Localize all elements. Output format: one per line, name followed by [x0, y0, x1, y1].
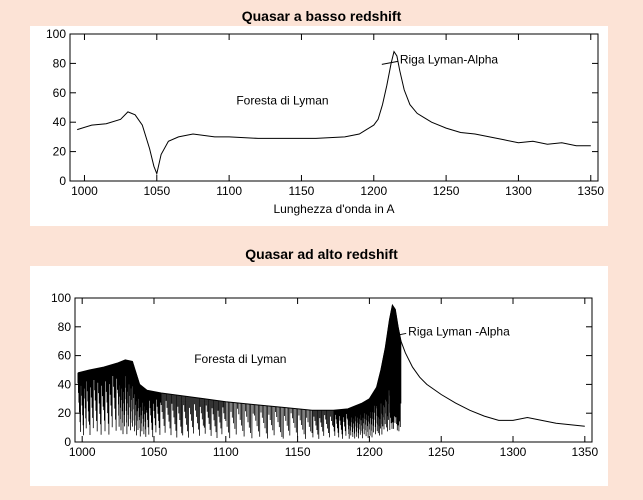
chart1-plot-frame	[69, 33, 599, 182]
chart1-ytick-label: 0	[59, 174, 66, 188]
chart1-annotation-1: Riga Lyman-Alpha	[400, 52, 499, 66]
chart2-annotation-pointer	[390, 332, 407, 337]
chart1-xtick-label: 1200	[360, 184, 387, 198]
chart1-svg: 1000 1050 1100 1150 1200 1250 1300 1350 0 20 40 60 8…	[46, 27, 604, 216]
chart2-xtick-label: 1100	[213, 445, 239, 459]
chart1-annotation-2: Foresta di Lyman	[236, 94, 328, 108]
chart2-absorption-lines	[77, 305, 402, 439]
chart2-annotation-1: Riga Lyman -Alpha	[408, 324, 510, 338]
chart2-panel: 1000 1050 1100 1150 1200 1250 1300 1350 0 20 40 60 8…	[30, 266, 608, 486]
chart1-xtick-label: 1000	[71, 184, 98, 198]
chart1-annotation-pointer	[381, 60, 398, 65]
chart2-annotation-2: Foresta di Lyman	[194, 352, 286, 366]
chart2-xtick-label: 1200	[356, 445, 383, 459]
chart1-panel: 1000 1050 1100 1150 1200 1250 1300 1350 0 20 40 60 8…	[30, 26, 608, 226]
chart2-ytick-label: 80	[58, 320, 72, 334]
chart1-ytick-label: 60	[53, 86, 67, 100]
chart1-xtick-label: 1150	[289, 184, 315, 198]
chart2-ytick-label: 40	[58, 377, 72, 391]
chart1-ytick-label: 20	[53, 145, 67, 159]
chart1-ytick-label: 80	[53, 56, 67, 70]
chart2-ytick-label: 0	[64, 435, 71, 449]
chart2-title: Quasar ad alto redshift	[245, 246, 398, 262]
chart2-xtick-label: 1300	[500, 445, 527, 459]
chart2-plot-frame	[74, 297, 593, 443]
chart2-xtick-label: 1250	[428, 445, 455, 459]
chart1-xtick-label: 1250	[433, 184, 460, 198]
chart2-xtick-label: 1350	[571, 445, 598, 459]
chart1-ytick-label: 40	[53, 115, 67, 129]
chart1-xtick-label: 1100	[216, 184, 242, 198]
chart1-ytick-label: 100	[46, 27, 66, 41]
chart1-series-line	[77, 50, 591, 176]
chart2-svg: 1000 1050 1100 1150 1200 1250 1300 1350 0 20 40 60 8…	[51, 291, 599, 459]
chart1-xtick-label: 1350	[577, 184, 604, 198]
chart1-xlabel: Lunghezza d'onda in A	[273, 202, 394, 216]
chart2-ytick-label: 20	[58, 406, 72, 420]
chart1-xtick-label: 1050	[143, 184, 170, 198]
chart2-ytick-label: 60	[58, 349, 72, 363]
chart1-xtick-label: 1300	[505, 184, 532, 198]
chart2-ytick-label: 100	[51, 291, 71, 305]
chart2-xtick-label: 1000	[69, 445, 96, 459]
chart2-xtick-label: 1050	[141, 445, 168, 459]
chart2-xtick-label: 1150	[285, 445, 311, 459]
chart1-title: Quasar a basso redshift	[241, 8, 402, 24]
